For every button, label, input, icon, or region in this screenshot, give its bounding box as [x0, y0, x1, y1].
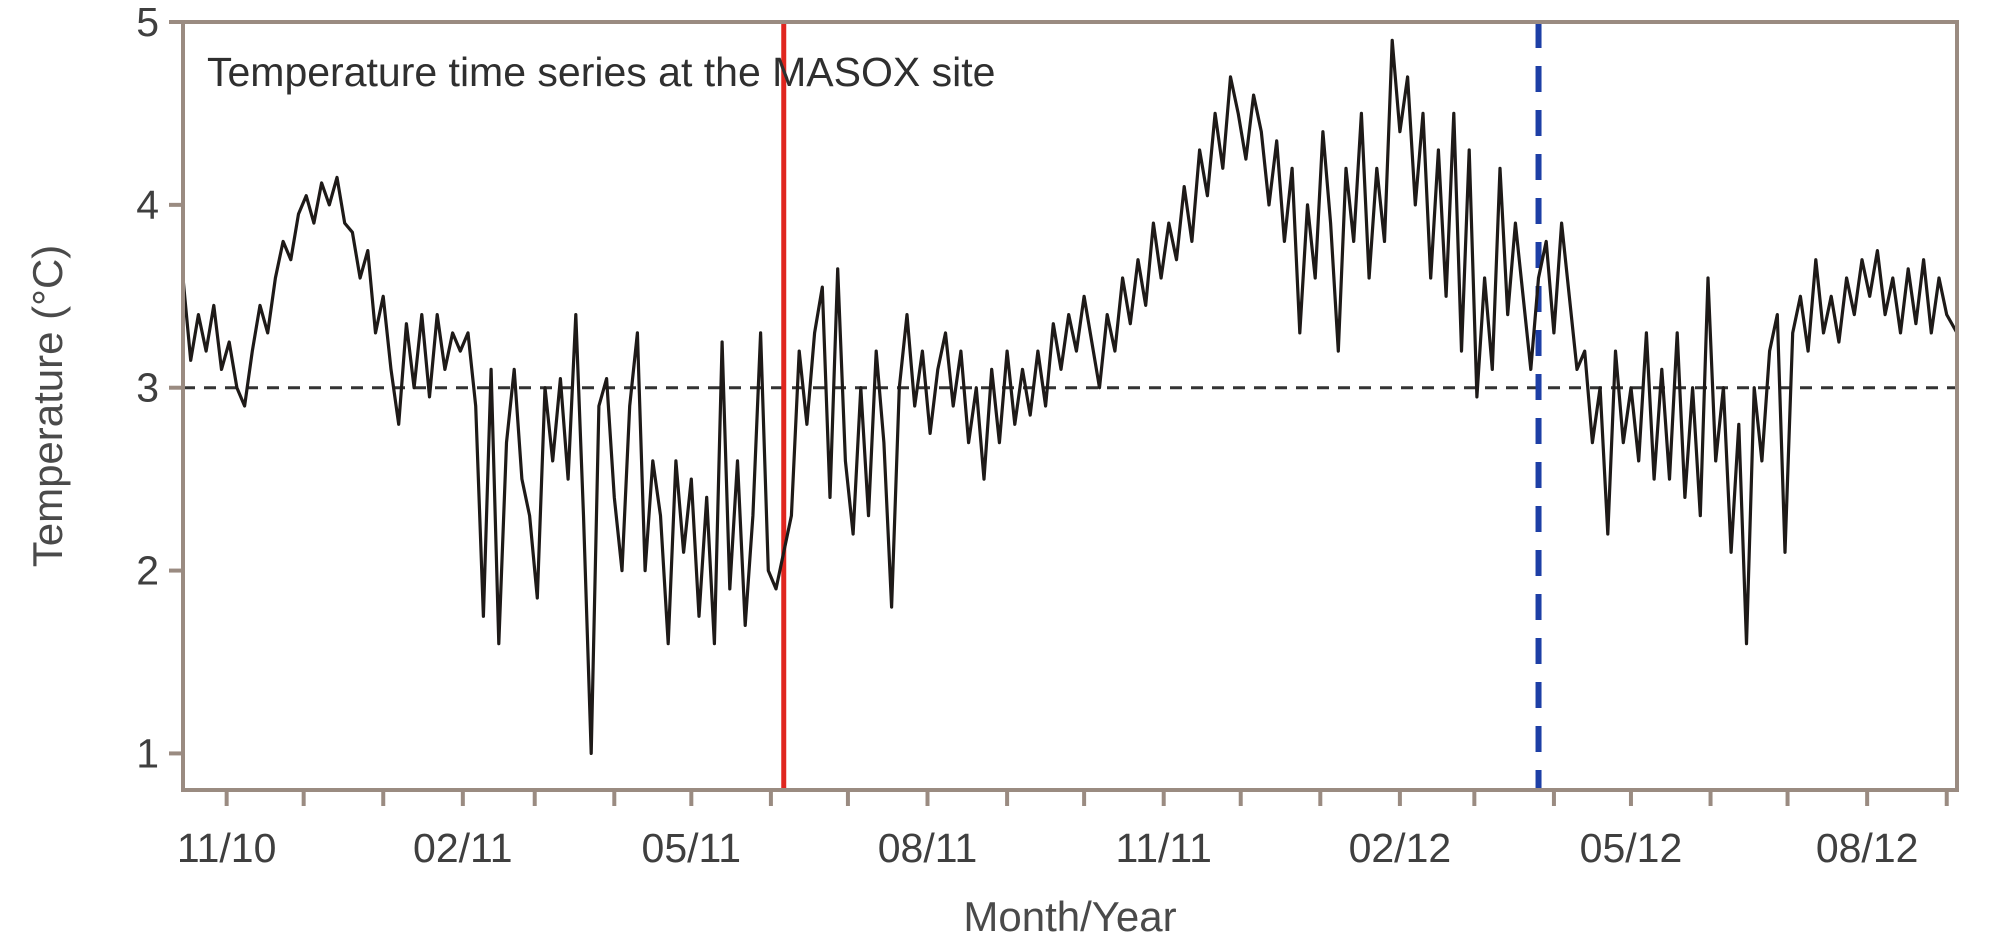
- y-tick-label: 1: [136, 730, 159, 776]
- x-tick-label: 11/11: [1115, 825, 1212, 871]
- y-tick-label: 2: [136, 548, 159, 594]
- y-tick-label: 4: [136, 182, 159, 228]
- x-tick-label: 08/11: [878, 825, 978, 871]
- temperature-series-line: [181, 38, 1959, 756]
- x-tick-label: 08/12: [1816, 825, 1919, 871]
- y-axis-ticks: 1 2 3 4 5: [136, 0, 183, 776]
- x-axis-ticks: 11/10 02/11 05/11 08/11 11/11 02/12 05/12 08/12: [177, 790, 1949, 871]
- y-tick-label: 3: [136, 365, 159, 411]
- x-tick-label: 05/11: [642, 825, 742, 871]
- x-tick-label: 02/12: [1349, 825, 1452, 871]
- y-axis-title: Temperature (°C): [24, 245, 71, 568]
- y-tick-label: 5: [136, 0, 159, 45]
- x-tick-label: 02/11: [413, 825, 513, 871]
- x-axis-title: Month/Year: [963, 893, 1176, 940]
- x-tick-label: 11/10: [177, 825, 277, 871]
- x-tick-label: 05/12: [1580, 825, 1683, 871]
- plot-frame: [181, 20, 1959, 792]
- chart-title: Temperature time series at the MASOX sit…: [207, 49, 995, 95]
- plot-background: [183, 22, 1957, 790]
